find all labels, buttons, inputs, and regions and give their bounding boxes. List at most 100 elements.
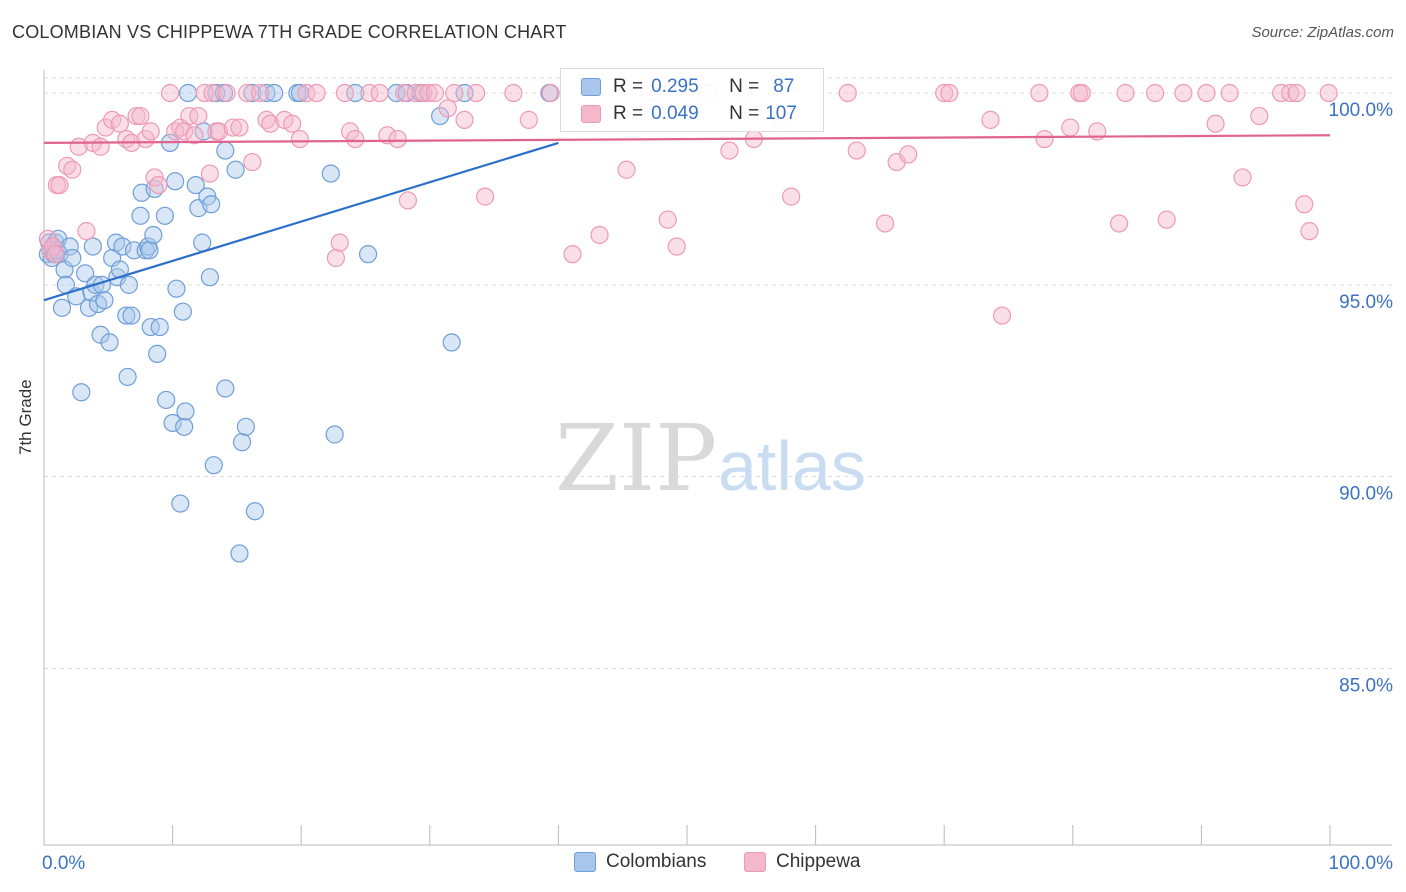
colombians-trend-line (43, 141, 559, 302)
colombian-point (63, 248, 82, 268)
chippewa-point (290, 129, 310, 149)
chippewa-point (223, 118, 243, 137)
n-value: 107 (765, 103, 797, 124)
colombian-point (163, 413, 182, 433)
chart-title: COLOMBIAN VS CHIPPEWA 7TH GRADE CORRELAT… (12, 22, 567, 42)
chippewa-point (91, 137, 110, 156)
colombian-point (232, 433, 252, 452)
chippewa-point (445, 83, 464, 103)
colombian-point (430, 106, 450, 126)
legend-label-chippewa: Chippewa (776, 851, 861, 872)
legend-label-colombians: Colombians (606, 851, 707, 872)
chippewa-point (388, 129, 407, 149)
chippewa-legend-swatch (744, 852, 766, 872)
colombian-point (346, 83, 365, 103)
chippewa-point (935, 83, 954, 103)
chippewa-point (250, 83, 270, 103)
chippewa-point (1072, 83, 1091, 103)
chippewa-point (77, 222, 96, 241)
colombians-legend-swatch (574, 852, 596, 872)
chippewa-point (370, 83, 389, 103)
chippewa-point (330, 233, 349, 252)
chippewa-point (1281, 83, 1300, 103)
colombian-point (83, 237, 102, 256)
chippewa-point (1300, 222, 1319, 241)
chippewa-point (46, 245, 65, 264)
chippewa-point (617, 160, 636, 179)
chippewa-point (1030, 83, 1049, 103)
colombian-point (173, 302, 192, 321)
y-tick-label: 95.0% (1339, 292, 1393, 313)
chippewa-point (981, 110, 1000, 129)
chippewa-point (209, 122, 228, 141)
chippewa-point (1109, 214, 1129, 233)
r-label: R = (613, 103, 644, 124)
n-value: 87 (773, 76, 795, 97)
colombian-point (216, 141, 235, 160)
chippewa-point (261, 114, 280, 133)
colombian-point (230, 544, 249, 563)
colombian-point (122, 306, 141, 325)
colombian-point (144, 225, 163, 245)
colombian-point (117, 306, 136, 325)
colombians-points (38, 83, 559, 563)
chippewa-point (160, 83, 180, 103)
legend-item-colombians[interactable]: Colombians (574, 851, 706, 873)
colombian-point (245, 502, 265, 521)
chippewa-point (217, 83, 236, 103)
chippewa-point (63, 160, 82, 179)
y-tick-label: 100.0% (1329, 100, 1394, 121)
chippewa-point (1035, 129, 1054, 149)
chippewa-point (563, 245, 582, 264)
colombian-point (140, 241, 159, 260)
colombian-point (243, 83, 262, 103)
chippewa-point (425, 83, 445, 103)
chippewa-point (185, 126, 204, 145)
chippewa-point (541, 83, 560, 103)
x-tick-label: 0.0% (42, 853, 85, 874)
chippewa-point (141, 122, 160, 141)
chippewa-point (504, 83, 523, 103)
chippewa-point (899, 145, 918, 164)
chippewa-point (419, 83, 438, 103)
chippewa-point (720, 141, 739, 160)
colombian-point (202, 195, 221, 214)
legend-item-chippewa[interactable]: Chippewa (744, 851, 861, 873)
chippewa-point (283, 114, 302, 133)
colombian-point (131, 206, 150, 225)
chippewa-point (838, 83, 857, 103)
chippewa-trend-line (43, 134, 1331, 144)
chippewa-point (1061, 118, 1080, 137)
colombian-point (72, 383, 91, 402)
chippewa-point (1319, 83, 1338, 103)
colombian-point (155, 206, 174, 225)
chippewa-point (475, 187, 495, 206)
colombian-point (118, 367, 137, 387)
tick-labels: 85.0% 90.0% 95.0% 100.0% 0.0% 100.0% (42, 100, 1393, 874)
colombian-point (325, 425, 344, 444)
colombian-point (226, 160, 245, 179)
colombian-point (79, 298, 99, 317)
chippewa-point (297, 83, 316, 103)
chippewa-point (127, 106, 146, 126)
colombian-point (442, 333, 461, 352)
n-label: N = (729, 76, 760, 97)
legend-row-chippewa: R = 0.049 N = 107 (581, 101, 797, 127)
chippewa-point (360, 83, 379, 103)
colombian-point (113, 237, 132, 256)
chippewa-point (326, 248, 346, 268)
chippewa-point (782, 187, 801, 206)
colombian-point (148, 344, 167, 364)
chippewa-point (992, 306, 1012, 325)
colombian-point (167, 279, 186, 298)
chippewa-point (195, 83, 214, 103)
colombian-point (358, 245, 378, 264)
chippewa-point (1174, 83, 1193, 103)
watermark: ZIP atlas (555, 405, 866, 512)
chippewa-point (1157, 210, 1176, 229)
colombians-swatch (581, 78, 601, 96)
colombian-point (176, 402, 195, 421)
trend-lines (43, 134, 1331, 302)
r-value: 0.049 (651, 103, 699, 124)
